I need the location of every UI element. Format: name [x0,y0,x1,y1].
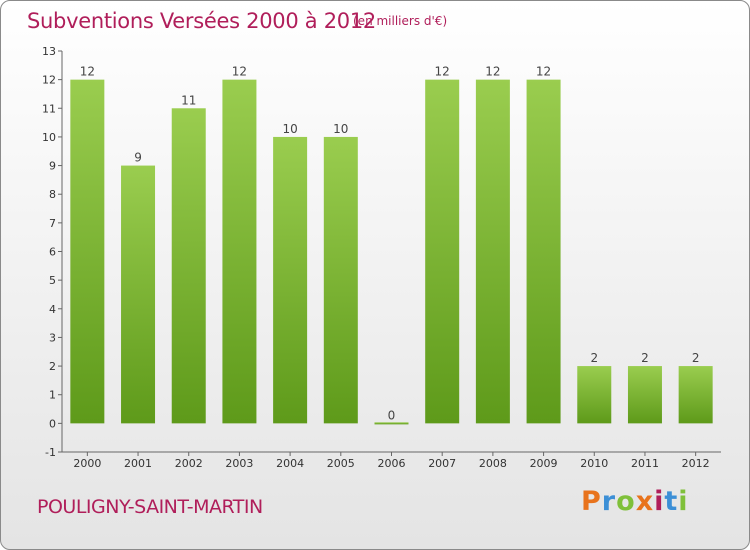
data-label: 11 [181,93,196,107]
x-tick-label: 2007 [428,457,456,470]
x-tick-label: 2005 [327,457,355,470]
commune-name: POULIGNY-SAINT-MARTIN [37,496,263,518]
bar [374,422,409,425]
y-tick-label: -1 [45,446,56,459]
y-tick-label: 1 [49,389,56,402]
y-tick-label: 13 [42,45,56,58]
y-tick-label: 10 [42,131,56,144]
data-label: 12 [232,65,247,79]
y-tick-label: 5 [49,274,56,287]
x-tick-label: 2003 [225,457,253,470]
bar [273,136,308,424]
data-label: 2 [590,351,598,365]
brand-letter: i [678,486,689,517]
bar [171,108,206,424]
brand-letter: o [616,486,636,517]
x-tick-label: 2011 [631,457,659,470]
bar [425,79,460,424]
y-tick-label: 11 [42,102,56,115]
unit-note: (en milliers d'€) [353,14,448,28]
data-label: 0 [388,408,396,422]
y-tick-label: 3 [49,331,56,344]
y-tick-label: 6 [49,246,56,259]
brand-letter: P [581,486,602,517]
x-tick-label: 2001 [124,457,152,470]
brand-letter: x [635,486,655,517]
y-tick-label: 2 [49,360,56,373]
bar [678,366,713,424]
brand-letter: t [664,486,679,517]
x-tick-label: 2008 [479,457,507,470]
y-tick-label: 12 [42,74,56,87]
bar [70,79,105,424]
proxiti-logo: Proxiti [581,486,689,517]
x-tick-label: 2006 [378,457,406,470]
chart-title: Subventions Versées 2000 à 2012 [27,9,376,33]
y-tick-label: 7 [49,217,56,230]
x-tick-label: 2000 [73,457,101,470]
bar [475,79,510,424]
bar [222,79,257,424]
y-tick-label: 8 [49,188,56,201]
data-label: 10 [333,122,348,136]
data-label: 10 [282,122,297,136]
x-tick-label: 2002 [175,457,203,470]
x-tick-label: 2009 [530,457,558,470]
y-tick-label: 9 [49,160,56,173]
bar [526,79,561,424]
data-label: 12 [536,65,551,79]
bar [577,366,612,424]
data-label: 9 [134,151,142,165]
brand-letter: r [601,486,617,517]
data-label: 2 [692,351,700,365]
y-tick-label: 4 [49,303,56,316]
data-label: 12 [435,65,450,79]
x-tick-label: 2010 [580,457,608,470]
data-label: 12 [485,65,500,79]
x-tick-label: 2012 [682,457,710,470]
data-label: 12 [80,65,95,79]
y-tick-label: 0 [49,417,56,430]
bar [121,165,156,424]
x-tick-label: 2004 [276,457,304,470]
bar [627,366,662,424]
data-label: 2 [641,351,649,365]
brand-letter: i [654,486,665,517]
bar [323,136,358,424]
